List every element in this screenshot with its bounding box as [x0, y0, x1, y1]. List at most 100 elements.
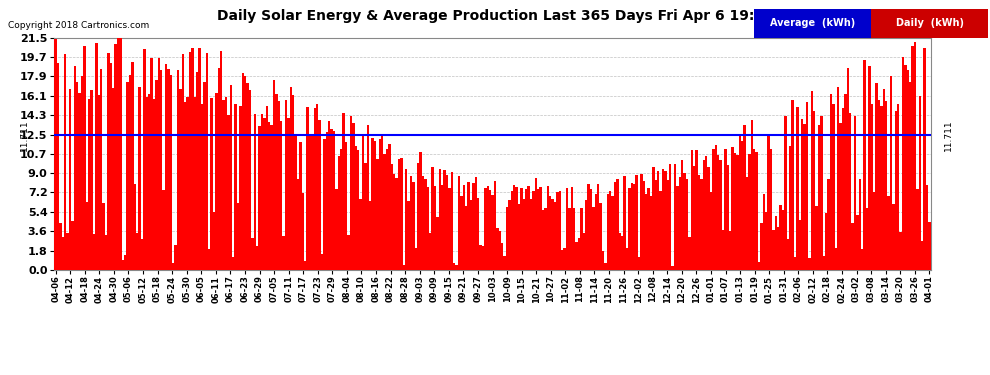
Bar	[157, 57, 160, 270]
Bar	[139, 87, 141, 270]
Bar	[858, 179, 861, 270]
Bar	[671, 266, 674, 270]
Bar	[179, 89, 182, 270]
Bar	[73, 66, 76, 270]
Bar	[472, 183, 474, 270]
Bar	[297, 179, 299, 270]
Bar	[467, 182, 469, 270]
Bar	[349, 116, 352, 270]
Bar	[503, 256, 506, 270]
Bar	[929, 222, 931, 270]
Bar	[652, 167, 654, 270]
Bar	[420, 152, 422, 270]
Bar	[703, 160, 705, 270]
Bar	[361, 135, 364, 270]
Bar	[405, 169, 407, 270]
Bar	[816, 206, 818, 270]
Bar	[213, 212, 215, 270]
Bar	[90, 90, 93, 270]
Bar	[546, 186, 548, 270]
Bar	[196, 72, 198, 270]
Bar	[86, 202, 88, 270]
Bar	[218, 68, 220, 270]
Bar	[885, 100, 887, 270]
Bar	[657, 171, 659, 270]
Bar	[787, 239, 789, 270]
Bar	[437, 217, 439, 270]
Bar	[828, 179, 830, 270]
Bar	[400, 158, 403, 270]
Bar	[232, 257, 235, 270]
Bar	[794, 257, 796, 270]
Bar	[155, 80, 157, 270]
Bar	[314, 108, 316, 270]
Bar	[424, 179, 427, 270]
Bar	[633, 184, 636, 270]
Bar	[486, 186, 489, 270]
Bar	[621, 236, 624, 270]
Bar	[265, 106, 268, 270]
Bar	[499, 231, 501, 270]
Bar	[604, 262, 607, 270]
Bar	[530, 199, 533, 270]
Bar	[695, 150, 698, 270]
Bar	[302, 193, 304, 270]
Bar	[837, 87, 840, 270]
Bar	[93, 234, 95, 270]
Bar	[686, 178, 688, 270]
Bar	[69, 89, 71, 270]
Bar	[169, 75, 172, 270]
Bar	[916, 189, 919, 270]
Bar	[926, 185, 929, 270]
Bar	[105, 235, 107, 270]
Bar	[366, 124, 369, 270]
Bar	[542, 210, 545, 270]
Bar	[275, 94, 277, 270]
Bar	[705, 156, 708, 270]
Bar	[299, 142, 302, 270]
Bar	[439, 169, 441, 270]
Bar	[81, 76, 83, 270]
Bar	[909, 82, 912, 270]
Bar	[561, 250, 563, 270]
Bar	[95, 43, 98, 270]
Bar	[462, 185, 465, 270]
Bar	[119, 38, 122, 270]
Bar	[448, 188, 450, 270]
Bar	[223, 100, 225, 270]
Bar	[489, 190, 491, 270]
Bar	[429, 234, 432, 270]
Bar	[732, 147, 734, 270]
Bar	[220, 51, 223, 270]
Bar	[100, 69, 102, 270]
Bar	[844, 94, 846, 270]
Bar	[866, 209, 868, 270]
Bar	[842, 108, 844, 270]
Bar	[290, 87, 292, 270]
Bar	[535, 178, 537, 270]
Bar	[364, 163, 366, 270]
Bar	[194, 96, 196, 270]
Bar	[580, 208, 582, 270]
Bar	[395, 178, 398, 270]
Bar	[563, 248, 565, 270]
Bar	[755, 152, 757, 270]
Bar	[853, 116, 856, 270]
Bar	[189, 52, 191, 270]
Bar	[412, 182, 415, 270]
Bar	[98, 94, 100, 270]
Bar	[641, 174, 643, 270]
Text: Average  (kWh): Average (kWh)	[770, 18, 855, 28]
Bar	[676, 186, 678, 270]
Bar	[285, 100, 287, 270]
Bar	[895, 111, 897, 270]
Text: 11.711: 11.711	[20, 119, 30, 151]
Bar	[359, 199, 361, 270]
Bar	[548, 196, 551, 270]
Bar	[789, 146, 791, 270]
Bar	[333, 130, 336, 270]
Bar	[643, 182, 644, 270]
Bar	[407, 201, 410, 270]
Bar	[614, 182, 616, 270]
Bar	[508, 200, 511, 270]
